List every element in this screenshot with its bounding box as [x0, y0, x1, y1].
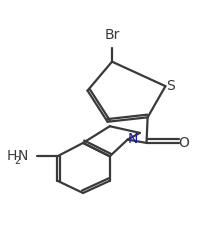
Text: N: N: [18, 149, 28, 163]
Text: S: S: [166, 79, 175, 93]
Text: O: O: [178, 136, 189, 150]
Text: 2: 2: [14, 155, 21, 165]
Text: H: H: [7, 149, 17, 163]
Text: Br: Br: [104, 28, 120, 42]
Text: N: N: [127, 132, 138, 146]
